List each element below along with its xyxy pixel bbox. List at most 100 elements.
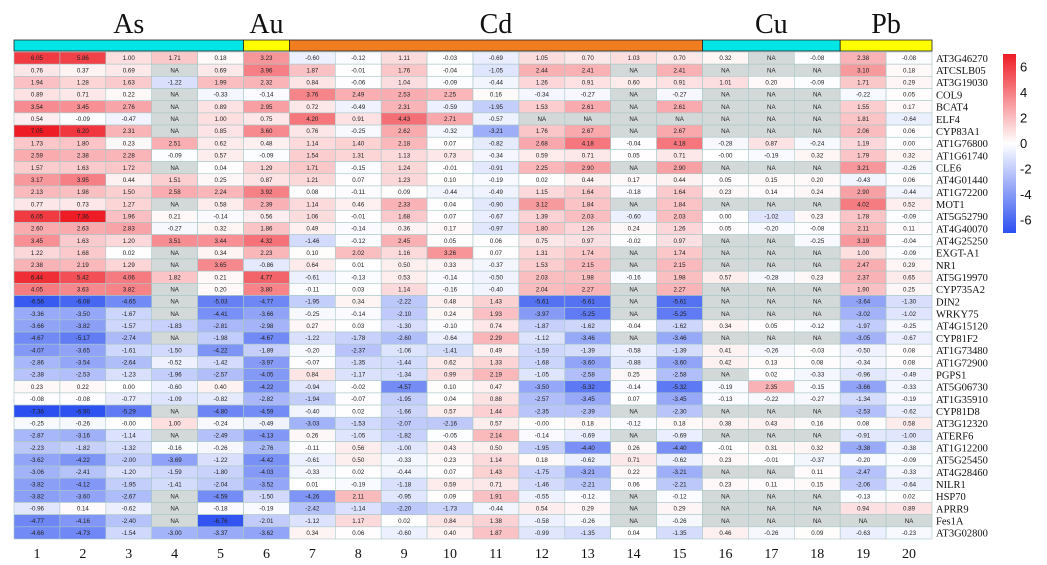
cell-value: -0.60	[627, 213, 642, 220]
cell-value: -0.67	[902, 335, 917, 342]
row-label: CYP735A2	[936, 285, 985, 296]
cell-value: 0.08	[903, 360, 916, 367]
cell-value: 0.08	[811, 360, 824, 367]
cell-value: NA	[629, 250, 638, 257]
cell-value: -0.86	[259, 262, 274, 269]
cell-value: 0.59	[444, 481, 457, 488]
cell-value: -1.42	[213, 360, 228, 367]
group-bar-pb	[839, 39, 933, 52]
row-label: ATCSLB05	[936, 66, 986, 77]
cell-value: NA	[629, 67, 638, 74]
cell-value: 3.96	[260, 67, 273, 74]
cell-value: 0.18	[536, 457, 549, 464]
cell-value: NA	[813, 433, 822, 440]
cell-value: -0.22	[764, 396, 779, 403]
cell-value: -0.34	[535, 92, 550, 99]
row-label: AT1G76800	[936, 139, 988, 150]
cell-value: -0.62	[122, 506, 137, 513]
cell-value: 1.74	[582, 250, 595, 257]
cell-value: 0.70	[582, 55, 595, 62]
cell-value: 1.94	[31, 80, 44, 87]
cell-value: NA	[629, 262, 638, 269]
cell-value: -5.25	[672, 311, 687, 318]
column-label: 2	[79, 547, 86, 562]
heatmap-cell-layer: 6.05 5.86 1.00 1.71 0.18 3.23 -0.60 -0.12 1.11 -0…	[13, 51, 933, 540]
column-label: 20	[902, 547, 916, 562]
cell-value: 0.11	[766, 481, 778, 488]
cell-value: -1.50	[259, 493, 274, 500]
cell-value: NA	[170, 165, 179, 172]
cell-value: 0.27	[306, 323, 319, 330]
cell-value: -0.60	[397, 530, 412, 537]
cell-value: -2.40	[122, 518, 137, 525]
cell-value: -0.82	[489, 140, 504, 147]
cell-value: -1.41	[168, 481, 183, 488]
cell-value: NA	[767, 299, 776, 306]
cell-value: -3.97	[535, 311, 550, 318]
column-label: 16	[718, 547, 732, 562]
cell-value: NA	[721, 250, 730, 257]
cell-value: -0.64	[443, 335, 458, 342]
colorbar-tick-label: -2	[1020, 162, 1032, 177]
cell-value: 0.49	[490, 347, 503, 354]
cell-value: -1.30	[397, 323, 412, 330]
cell-value: 0.24	[628, 226, 641, 233]
cell-value: 2.58	[169, 189, 182, 196]
cell-value: 0.91	[674, 80, 687, 87]
cell-value: 1.81	[857, 116, 870, 123]
cell-value: -0.44	[489, 506, 504, 513]
cell-value: -0.47	[122, 116, 137, 123]
cell-value: 0.23	[719, 189, 732, 196]
column-label: 11	[489, 547, 502, 562]
cell-value: 1.24	[398, 165, 411, 172]
cell-value: 1.80	[77, 140, 90, 147]
cell-value: 0.13	[765, 360, 778, 367]
cell-value: 0.06	[490, 238, 503, 245]
cell-value: -1.89	[259, 347, 274, 354]
cell-value: 4.05	[31, 287, 44, 294]
cell-value: -0.27	[581, 92, 596, 99]
cell-value: -1.96	[168, 372, 183, 379]
cell-value: 3.21	[857, 165, 870, 172]
cell-value: -0.02	[351, 384, 366, 391]
cell-value: 0.34	[215, 250, 228, 257]
cell-value: -1.12	[535, 335, 550, 342]
cell-value: -0.26	[764, 347, 779, 354]
cell-value: 1.71	[169, 55, 182, 62]
cell-value: -1.67	[122, 311, 137, 318]
cell-value: -0.16	[627, 274, 642, 281]
cell-value: 2.27	[674, 287, 687, 294]
cell-value: -4.13	[259, 433, 274, 440]
cell-value: 2.23	[260, 250, 273, 257]
cell-value: 0.48	[444, 299, 457, 306]
cell-value: 5.86	[77, 55, 90, 62]
cell-value: -4.65	[122, 299, 137, 306]
cell-value: 1.87	[490, 530, 503, 537]
cell-value: -0.09	[443, 80, 458, 87]
cell-value: -0.37	[810, 457, 825, 464]
cell-value: -0.14	[535, 433, 550, 440]
cell-value: 0.07	[352, 177, 365, 184]
cell-value: -6.90	[76, 408, 91, 415]
cell-value: NA	[813, 165, 822, 172]
cell-value: -0.26	[764, 530, 779, 537]
cell-value: 0.54	[536, 506, 549, 513]
cell-value: -2.10	[397, 311, 412, 318]
cell-value: 2.03	[582, 213, 595, 220]
cell-value: 2.95	[260, 104, 273, 111]
cell-value: 0.23	[811, 274, 824, 281]
cell-value: 1.31	[536, 250, 549, 257]
cell-value: 1.00	[215, 116, 228, 123]
cell-value: 0.44	[123, 177, 136, 184]
cell-value: 0.89	[903, 506, 916, 513]
cell-value: -0.58	[627, 347, 642, 354]
cell-value: -0.20	[764, 226, 779, 233]
colorbar-tick-label: 2	[1020, 110, 1027, 125]
cell-value: NA	[767, 493, 776, 500]
cell-value: NA	[813, 201, 822, 208]
cell-value: -4.80	[213, 408, 228, 415]
cell-value: -0.28	[718, 140, 733, 147]
cell-value: 0.73	[444, 153, 457, 160]
cell-value: -0.61	[305, 274, 320, 281]
cell-value: 1.53	[536, 262, 549, 269]
